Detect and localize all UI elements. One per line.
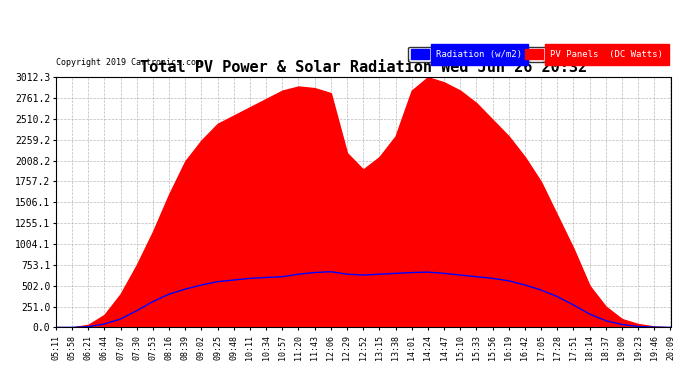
Title: Total PV Power & Solar Radiation Wed Jun 26 20:32: Total PV Power & Solar Radiation Wed Jun… — [139, 60, 586, 75]
Text: Copyright 2019 Cartronics.com: Copyright 2019 Cartronics.com — [56, 58, 201, 67]
Legend: Radiation (w/m2), PV Panels  (DC Watts): Radiation (w/m2), PV Panels (DC Watts) — [408, 46, 666, 62]
